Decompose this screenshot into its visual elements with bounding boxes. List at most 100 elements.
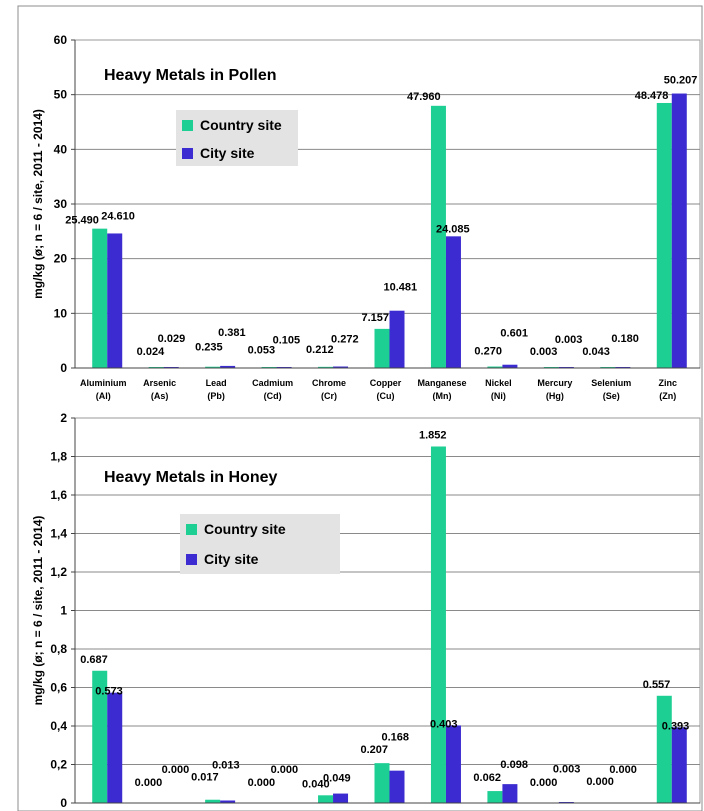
y-tick-label: 0,2 bbox=[50, 758, 67, 772]
data-label: 0.000 bbox=[609, 764, 637, 776]
data-label: 0.573 bbox=[95, 686, 123, 698]
bar bbox=[671, 727, 687, 803]
bar bbox=[430, 446, 446, 803]
data-label: 0.403 bbox=[430, 718, 458, 730]
y-axis-label: mg/kg (ø; n = 6 / site, 2011 - 2014) bbox=[31, 109, 45, 299]
data-label: 0.000 bbox=[586, 776, 614, 788]
x-tick-label: Copper bbox=[370, 378, 402, 388]
legend-label: Country site bbox=[204, 521, 286, 537]
y-tick-label: 1,4 bbox=[50, 527, 67, 541]
bar bbox=[445, 725, 461, 803]
x-tick-label: Selenium bbox=[591, 378, 631, 388]
data-label: 0.687 bbox=[80, 654, 108, 666]
x-tick-label: (Pb) bbox=[207, 391, 225, 401]
y-tick-label: 40 bbox=[54, 142, 68, 156]
data-label: 0.049 bbox=[323, 773, 351, 785]
bar bbox=[430, 105, 446, 368]
x-tick-label: (Mn) bbox=[432, 391, 451, 401]
data-label: 47.960 bbox=[407, 91, 441, 103]
bar bbox=[205, 799, 221, 803]
data-label: 0.393 bbox=[662, 720, 690, 732]
data-label: 0.168 bbox=[382, 732, 410, 744]
bar bbox=[389, 310, 405, 368]
data-label: 0.272 bbox=[331, 334, 359, 346]
y-tick-label: 20 bbox=[54, 252, 68, 266]
bar bbox=[333, 793, 349, 803]
y-tick-label: 0,4 bbox=[50, 719, 67, 733]
bar bbox=[502, 784, 518, 803]
data-label: 48.478 bbox=[635, 90, 669, 102]
data-label: 0.557 bbox=[643, 679, 671, 691]
data-label: 25.490 bbox=[65, 215, 99, 227]
data-label: 0.000 bbox=[162, 764, 190, 776]
x-tick-label: (Cu) bbox=[377, 391, 395, 401]
bar bbox=[220, 800, 236, 803]
data-label: 24.085 bbox=[436, 223, 470, 235]
y-tick-label: 1 bbox=[60, 604, 67, 618]
y-tick-label: 50 bbox=[54, 88, 68, 102]
y-tick-label: 60 bbox=[54, 33, 68, 47]
y-tick-label: 0,6 bbox=[50, 681, 67, 695]
x-tick-label: Cadmium bbox=[252, 378, 293, 388]
x-tick-label: Zinc bbox=[659, 378, 678, 388]
legend-box bbox=[180, 514, 340, 574]
legend: Country site City site bbox=[176, 110, 298, 166]
data-label: 0.212 bbox=[306, 344, 334, 356]
y-tick-label: 1,6 bbox=[50, 488, 67, 502]
data-label: 50.207 bbox=[664, 75, 698, 87]
x-tick-label: Manganese bbox=[417, 378, 466, 388]
y-tick-label: 0,8 bbox=[50, 642, 67, 656]
bar bbox=[318, 795, 334, 803]
x-tick-label: (Cd) bbox=[264, 391, 282, 401]
x-tick-label: (Cr) bbox=[321, 391, 337, 401]
legend-label: Country site bbox=[200, 117, 282, 133]
legend-swatch bbox=[182, 148, 193, 159]
y-tick-label: 1,8 bbox=[50, 450, 67, 464]
x-tick-label: (Zn) bbox=[659, 391, 676, 401]
bar bbox=[205, 366, 221, 368]
data-label: 0.270 bbox=[474, 346, 502, 358]
x-tick-label: Lead bbox=[206, 378, 227, 388]
y-axis-label: mg/kg (ø; n = 6 / site, 2011 - 2014) bbox=[31, 516, 45, 706]
bar bbox=[487, 791, 503, 803]
data-label: 0.003 bbox=[530, 346, 558, 358]
legend-swatch bbox=[186, 524, 197, 535]
y-tick-label: 0 bbox=[60, 361, 67, 375]
data-label: 0.003 bbox=[553, 763, 581, 775]
bar bbox=[656, 102, 672, 368]
data-label: 0.062 bbox=[473, 772, 501, 784]
data-label: 0.180 bbox=[611, 333, 639, 345]
x-tick-label: Chrome bbox=[312, 378, 346, 388]
bar bbox=[318, 366, 334, 368]
pollen-chart: 0 10 20 30 40 50 60 25.490 0.024 0.235 0.053 0.212 7… bbox=[31, 33, 701, 401]
x-tick-label: (Ni) bbox=[491, 391, 506, 401]
data-label: 0.029 bbox=[158, 333, 186, 345]
data-label: 0.105 bbox=[273, 334, 301, 346]
bar bbox=[671, 93, 687, 368]
x-tick-label: Aluminium bbox=[80, 378, 127, 388]
y-tick-label: 0 bbox=[60, 796, 67, 810]
legend-swatch bbox=[186, 554, 197, 565]
legend-label: City site bbox=[200, 145, 255, 161]
legend-box bbox=[176, 110, 298, 166]
bar bbox=[656, 695, 672, 803]
x-tick-label: (Hg) bbox=[546, 391, 564, 401]
data-label: 0.098 bbox=[500, 759, 528, 771]
data-label: 0.381 bbox=[218, 327, 246, 339]
data-label: 0.017 bbox=[191, 772, 219, 784]
data-label: 0.000 bbox=[530, 777, 558, 789]
x-tick-label: Nickel bbox=[485, 378, 512, 388]
bar bbox=[92, 670, 108, 803]
bar bbox=[389, 770, 405, 803]
data-label: 0.207 bbox=[361, 744, 389, 756]
legend-label: City site bbox=[204, 551, 259, 567]
data-label: 0.013 bbox=[212, 759, 240, 771]
bar bbox=[445, 236, 461, 368]
data-label: 0.053 bbox=[248, 345, 276, 357]
bar bbox=[107, 233, 123, 368]
bar bbox=[374, 763, 390, 803]
y-tick-label: 2 bbox=[60, 411, 67, 425]
bar bbox=[92, 228, 108, 368]
